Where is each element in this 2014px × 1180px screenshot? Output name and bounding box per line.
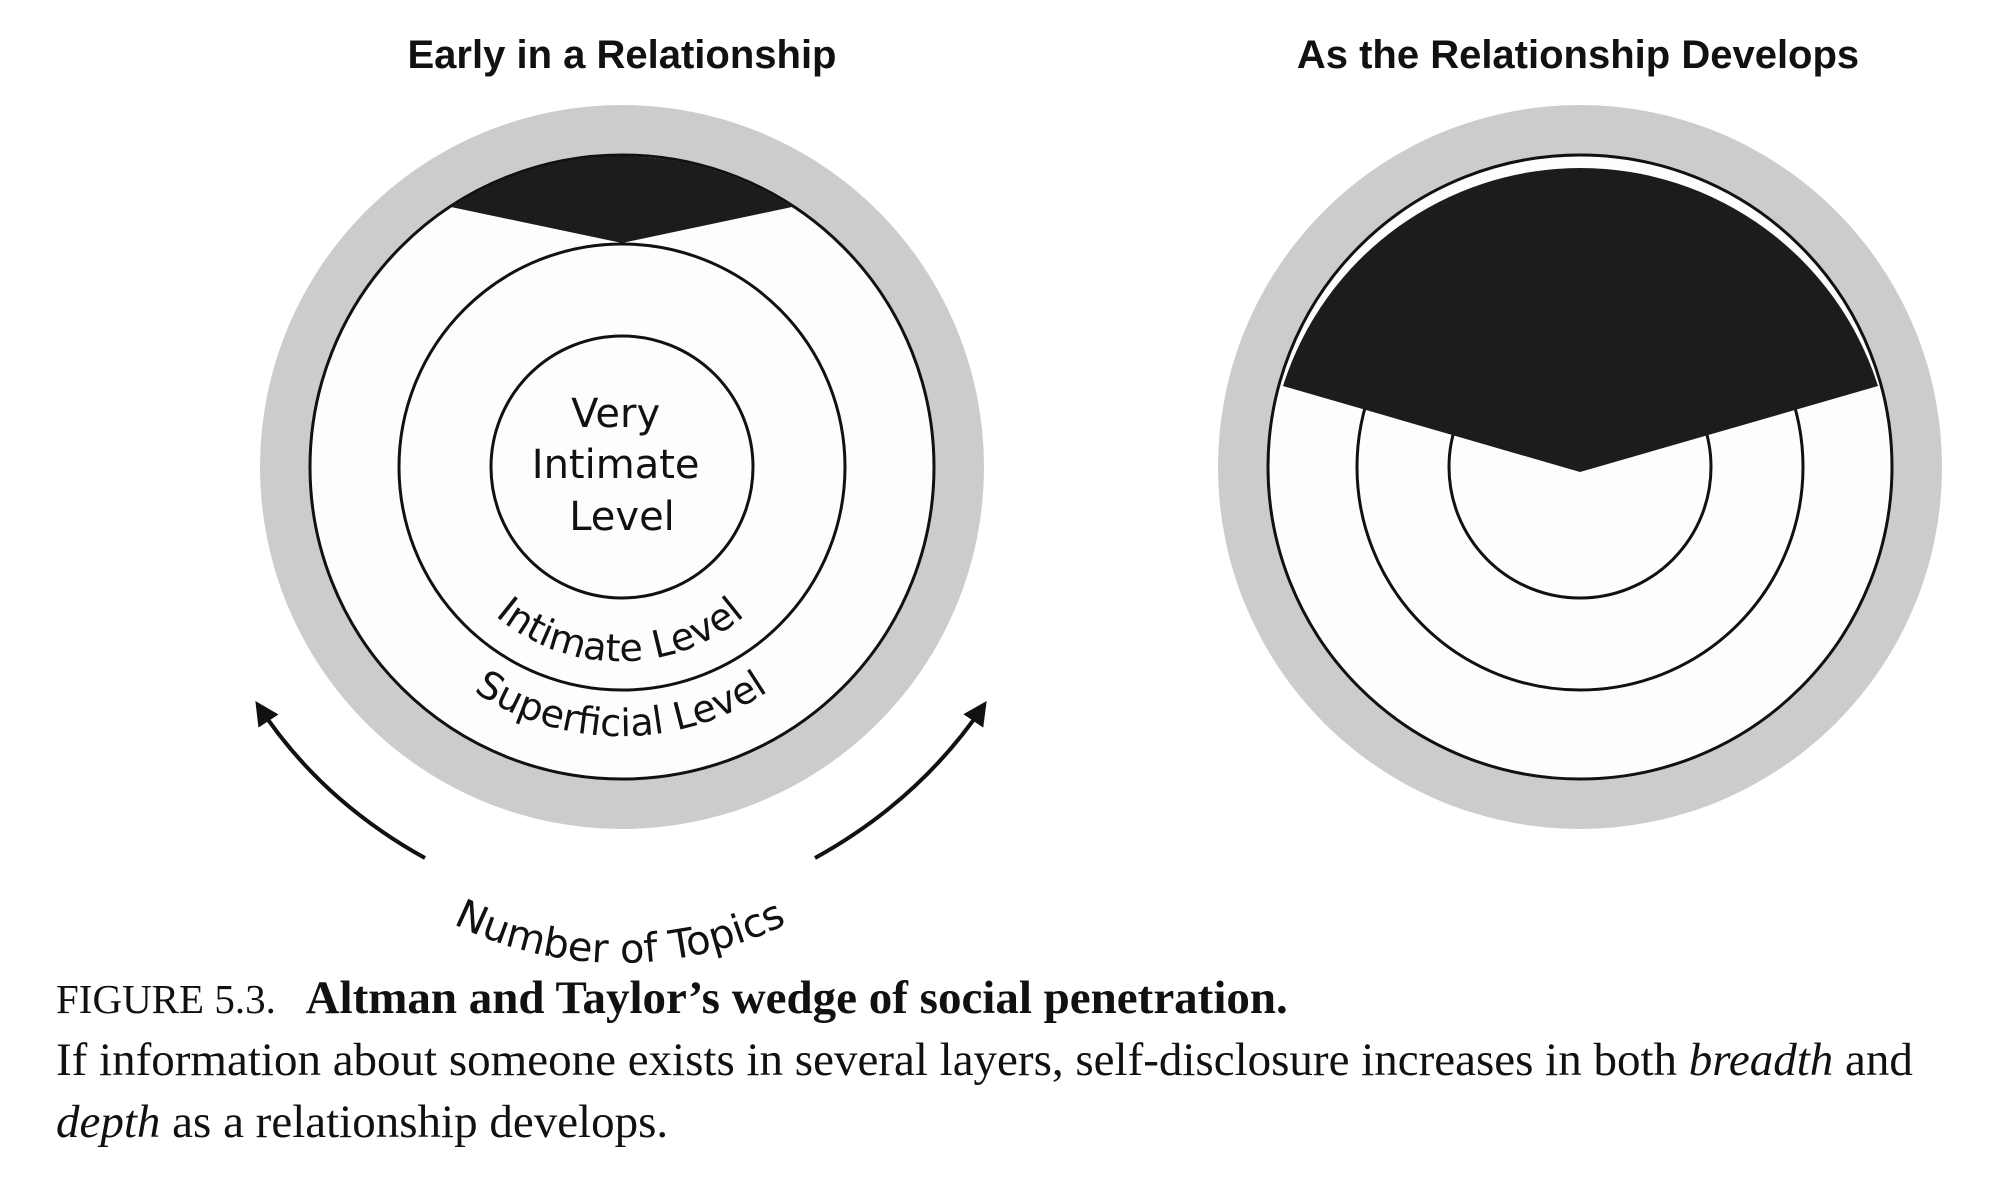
figure-number: FIGURE 5.3. [56,976,276,1022]
caption-text-2: and [1833,1034,1913,1086]
number-of-topics-text: Number of Topics [449,891,792,973]
caption-text-3: as a relationship develops. [160,1096,669,1148]
topics-arrow-right [814,701,987,860]
very-intimate-layer-early [489,334,755,600]
figure-title: Altman and Taylor’s wedge of social pene… [305,972,1288,1024]
caption-text-1: If information about someone exists in s… [56,1034,1689,1086]
figure-caption: FIGURE 5.3. Altman and Taylor’s wedge of… [56,968,1976,1153]
intimate-layer-early [397,242,847,692]
caption-depth: depth [56,1096,161,1148]
disclosure-wedge-early [451,156,792,243]
very-intimate-line-3: Level [569,494,675,540]
panel-title-develops: As the Relationship Develops [1297,33,1859,77]
caption-breadth: breadth [1688,1034,1834,1086]
panel-early: Early in a Relationship Very Intimate Le… [255,33,987,973]
disclosure-wedge-develops [1283,168,1878,472]
superficial-layer-early [308,153,936,781]
very-intimate-label: Very Intimate Level [532,391,712,540]
caption-body: If information about someone exists in s… [56,1029,1976,1153]
very-intimate-line-1: Very [571,391,660,437]
panel-develops: As the Relationship Develops [1218,33,1942,829]
very-intimate-line-2: Intimate [532,442,700,488]
caption-heading: FIGURE 5.3. Altman and Taylor’s wedge of… [56,968,1976,1029]
topics-arrow-left [255,700,426,860]
panel-title-early: Early in a Relationship [407,33,836,77]
number-of-topics-label: Number of Topics [449,891,792,973]
